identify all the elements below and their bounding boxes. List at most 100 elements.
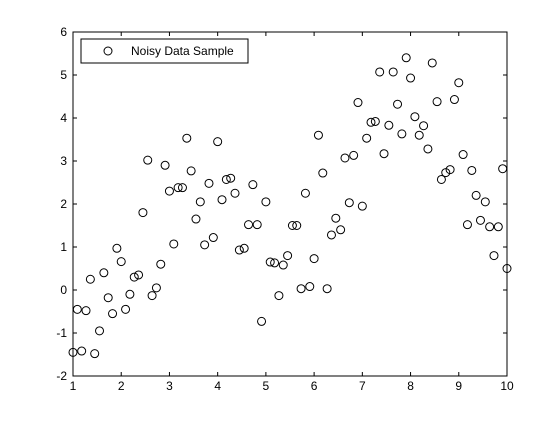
data-point xyxy=(230,188,240,198)
data-point xyxy=(121,304,131,314)
data-point xyxy=(498,164,508,174)
data-points-layer xyxy=(68,53,512,359)
y-tick-label: 2 xyxy=(60,197,67,211)
data-point xyxy=(375,67,385,77)
data-point xyxy=(257,316,267,326)
data-point xyxy=(322,284,332,294)
x-tick-label: 7 xyxy=(359,379,366,393)
y-tick-label: 4 xyxy=(60,111,67,125)
data-point xyxy=(493,222,503,232)
data-point xyxy=(454,78,464,88)
data-point xyxy=(379,149,389,159)
data-point xyxy=(467,165,477,175)
data-point xyxy=(143,155,153,165)
data-point xyxy=(318,168,328,178)
data-point xyxy=(217,195,227,205)
data-point xyxy=(99,268,109,278)
data-point xyxy=(90,349,100,359)
data-point xyxy=(309,254,319,264)
data-point xyxy=(200,240,210,250)
data-point xyxy=(475,215,485,225)
data-point xyxy=(370,116,380,126)
data-point xyxy=(436,174,446,184)
data-point xyxy=(406,73,416,83)
data-point xyxy=(353,98,363,108)
data-point xyxy=(173,183,183,193)
data-point xyxy=(427,58,437,68)
data-point xyxy=(349,150,359,160)
data-point xyxy=(292,221,302,230)
legend-box xyxy=(80,38,249,64)
x-tick-label: 2 xyxy=(118,379,125,393)
data-point xyxy=(305,282,315,292)
data-point xyxy=(134,270,144,280)
data-point xyxy=(270,258,280,268)
x-tick-label: 6 xyxy=(311,379,318,393)
data-point xyxy=(423,144,433,154)
x-tick-label: 8 xyxy=(407,379,414,393)
data-point xyxy=(449,95,459,105)
legend: Noisy Data Sample xyxy=(80,38,249,64)
x-tick-label: 5 xyxy=(263,379,270,393)
data-point xyxy=(362,133,372,143)
axes-box xyxy=(72,31,508,377)
data-point xyxy=(191,214,201,224)
data-point xyxy=(480,197,490,207)
y-tick-label: 5 xyxy=(60,68,67,82)
data-point xyxy=(432,97,442,107)
data-point xyxy=(116,257,126,267)
data-point xyxy=(95,326,105,336)
data-point xyxy=(125,289,135,299)
data-point xyxy=(213,137,223,147)
data-point xyxy=(182,133,192,143)
x-tick-label: 4 xyxy=(214,379,221,393)
data-point xyxy=(414,130,424,140)
y-tick-label: 6 xyxy=(60,25,67,39)
data-point xyxy=(489,251,499,261)
data-point xyxy=(388,67,398,77)
data-point xyxy=(85,274,95,284)
data-point xyxy=(296,284,306,294)
data-point xyxy=(103,293,113,303)
legend-label: Noisy Data Sample xyxy=(131,44,234,58)
data-point xyxy=(138,208,148,218)
y-tick-label: 3 xyxy=(60,154,67,168)
data-point xyxy=(300,188,310,198)
data-point xyxy=(261,197,271,207)
data-point xyxy=(401,53,411,63)
data-point xyxy=(344,198,354,208)
legend-marker xyxy=(103,46,113,56)
data-point xyxy=(208,233,218,243)
y-tick-label: 1 xyxy=(60,240,67,254)
y-tick-label: -2 xyxy=(56,369,67,383)
data-point xyxy=(221,174,231,184)
data-point xyxy=(410,112,420,122)
data-point xyxy=(366,117,376,127)
data-point xyxy=(156,259,166,269)
data-point xyxy=(357,201,367,211)
data-point xyxy=(274,291,284,301)
data-point xyxy=(265,257,275,267)
data-point xyxy=(397,129,407,139)
data-point xyxy=(485,222,495,232)
ticks-layer: 1 2 3 4 5 6 7 8 9 10 -2 -1 0 1 2 3 4 5 6 xyxy=(56,25,514,393)
data-point xyxy=(177,183,187,193)
x-tick-label: 9 xyxy=(455,379,462,393)
data-point xyxy=(393,99,403,109)
data-point xyxy=(195,197,205,207)
data-point xyxy=(419,121,429,131)
data-point xyxy=(248,180,258,190)
data-point xyxy=(77,346,87,356)
x-tick-label: 1 xyxy=(70,379,77,393)
data-point xyxy=(81,306,91,316)
data-point xyxy=(72,304,82,314)
data-point xyxy=(151,283,161,293)
data-point xyxy=(186,166,196,176)
data-point xyxy=(204,178,214,188)
y-tick-label: -1 xyxy=(56,326,67,340)
data-point xyxy=(462,220,472,230)
data-point xyxy=(239,243,249,253)
data-point xyxy=(108,309,118,319)
